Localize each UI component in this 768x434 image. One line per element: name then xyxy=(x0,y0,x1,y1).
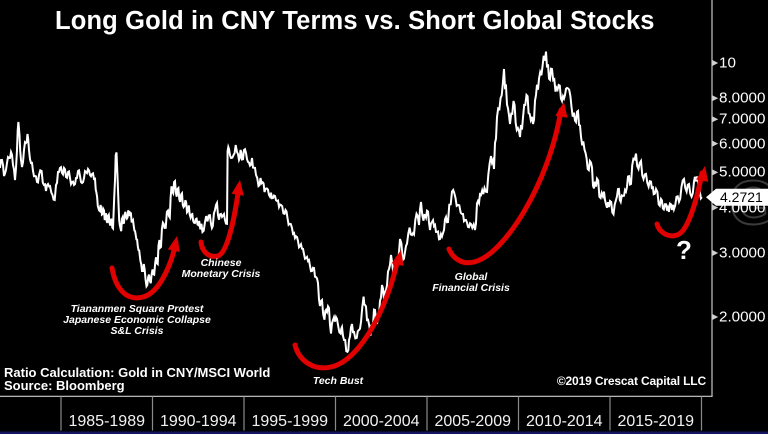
tag-shape xyxy=(706,188,768,206)
x-tick-label: 2000-2004 xyxy=(342,413,420,430)
annotation-tiananmen: Tiananmen Square Protest Japanese Economi… xyxy=(63,303,211,337)
y-tick-label: 7.0000 xyxy=(719,110,766,128)
x-tick-label: 1995-1999 xyxy=(251,413,328,430)
y-tick-label: 6.0000 xyxy=(719,135,766,153)
y-tick-label: 10 xyxy=(719,54,736,72)
x-axis-separators xyxy=(60,396,703,431)
y-tick-label: 5.0000 xyxy=(719,163,766,181)
footnote: Ratio Calculation: Gold in CNY/MSCI Worl… xyxy=(4,364,271,394)
annotation-gfc: Global Financial Crisis xyxy=(432,271,510,294)
y-tick-label: 3.0000 xyxy=(719,244,766,262)
x-tick-label: 2005-2009 xyxy=(434,413,511,430)
arrowhead-chinese xyxy=(231,180,244,196)
arrowhead-tech-bust xyxy=(391,250,404,266)
source-note: Source: Bloomberg xyxy=(4,378,125,394)
arrowhead-gfc xyxy=(555,102,568,118)
y-tick xyxy=(712,169,719,176)
arrow-question xyxy=(654,170,705,239)
annotation-arrows xyxy=(109,102,709,371)
x-tick-label: 2010-2014 xyxy=(525,413,603,430)
y-axis-ticks xyxy=(712,59,719,321)
y-tick xyxy=(712,59,719,67)
y-tick xyxy=(712,313,719,321)
y-tick xyxy=(712,249,719,257)
annotation-chinese: Chinese Monetary Crisis xyxy=(181,257,261,280)
ratio-note: Ratio Calculation: Gold in CNY/MSCI Worl… xyxy=(4,364,271,380)
chart-title: Long Gold in CNY Terms vs. Short Global … xyxy=(55,7,655,35)
price-line xyxy=(0,51,703,354)
last-price-tag xyxy=(706,188,768,206)
arrow-gfc xyxy=(446,107,564,266)
y-tick xyxy=(712,116,719,123)
arrow-tiananmen xyxy=(109,239,179,301)
window-bottom-strip xyxy=(0,431,768,434)
annotation-tech-bust: Tech Bust xyxy=(312,375,364,387)
arrow-tech-bust xyxy=(292,255,401,371)
arrow-chinese xyxy=(198,183,242,259)
y-tick xyxy=(712,204,719,211)
x-tick-label: 2015-2019 xyxy=(617,413,694,430)
y-tick-label: 8.0000 xyxy=(719,89,766,107)
y-tick-label: 2.0000 xyxy=(719,308,766,326)
y-tick xyxy=(712,95,719,102)
x-tick-label: 1985-1989 xyxy=(68,413,145,430)
arrowhead-question xyxy=(696,166,709,182)
annotation-question: ? xyxy=(676,235,692,265)
last-price-label: 4.2721 xyxy=(720,189,763,206)
y-tick-label: 4.0000 xyxy=(719,199,766,217)
arrowhead-tiananmen xyxy=(167,236,180,252)
y-tick xyxy=(712,140,719,147)
copyright-note: ©2019 Crescat Capital LLC xyxy=(556,374,706,388)
x-tick-label: 1990-1994 xyxy=(159,413,237,430)
